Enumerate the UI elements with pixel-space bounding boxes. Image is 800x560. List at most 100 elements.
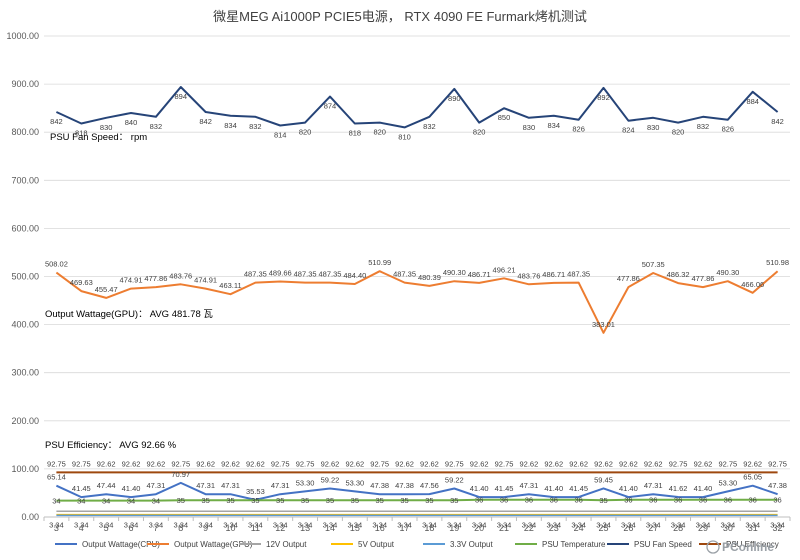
data-label-psu-temperature: 36	[574, 496, 582, 505]
data-label-psu-temperature: 36	[773, 496, 781, 505]
grid-lines	[44, 35, 790, 518]
data-label-output-wattage-cpu: 65.14	[47, 473, 66, 482]
data-label-output-wattage-gpu: 508.02	[45, 260, 68, 269]
data-label-output-wattage-cpu: 47.31	[196, 481, 215, 490]
data-label-output-wattage-gpu: 455.47	[95, 285, 118, 294]
x-tick-label: 27	[648, 523, 658, 533]
data-label-psu-fan-speed: 814	[274, 130, 287, 139]
x-tick-label: 5	[104, 523, 109, 533]
y-tick-label: 800.00	[11, 127, 39, 137]
data-label-psu-efficiency: 92.75	[370, 459, 389, 468]
data-label-output-wattage-cpu: 59.22	[321, 476, 340, 485]
data-label-output-wattage-gpu: 487.35	[318, 270, 341, 279]
data-label-psu-temperature: 34	[52, 497, 60, 506]
data-label-3-3v-output: 3.34	[99, 520, 114, 529]
data-label-output-wattage-gpu: 490.30	[716, 268, 739, 277]
data-label-psu-temperature: 34	[127, 497, 135, 506]
x-tick-label: 26	[623, 523, 633, 533]
data-label-psu-efficiency: 92.62	[395, 459, 414, 468]
wattage-annotation: Output Wattage(GPU)： AVG 481.78 瓦	[45, 309, 213, 320]
data-label-output-wattage-cpu: 47.31	[221, 481, 240, 490]
data-label-output-wattage-cpu: 41.40	[544, 484, 563, 493]
data-label-psu-temperature: 35	[276, 496, 284, 505]
x-tick-label: 10	[225, 523, 235, 533]
data-label-3-3v-output: 3.34	[323, 520, 338, 529]
data-label-3-3v-output: 3.34	[621, 520, 636, 529]
data-label-psu-efficiency: 92.62	[221, 459, 240, 468]
data-label-output-wattage-gpu: 466.06	[741, 280, 764, 289]
x-tick-label: 11	[251, 523, 260, 533]
data-label-3-3v-output: 3.34	[422, 520, 437, 529]
data-label-psu-temperature: 36	[475, 496, 483, 505]
data-label-output-wattage-cpu: 59.45	[594, 475, 613, 484]
data-label-psu-efficiency: 92.62	[420, 459, 439, 468]
data-label-output-wattage-cpu: 41.40	[470, 484, 489, 493]
data-label-psu-fan-speed: 820	[473, 128, 486, 137]
data-label-3-3v-output: 3.34	[646, 520, 661, 529]
data-label-output-wattage-gpu: 486.32	[667, 270, 690, 279]
data-label-3-3v-output: 3.34	[372, 520, 387, 529]
data-label-psu-fan-speed: 894	[175, 92, 188, 101]
data-label-output-wattage-gpu: 487.35	[393, 270, 416, 279]
data-label-psu-temperature: 36	[749, 496, 757, 505]
data-labels: 65.14 41.45 47.44 41.40 47.31 70.97 47.31 47.31…	[45, 92, 789, 529]
data-label-psu-fan-speed: 830	[647, 123, 660, 132]
data-label-output-wattage-cpu: 47.44	[97, 481, 116, 490]
data-label-psu-fan-speed: 818	[349, 129, 362, 138]
data-label-3-3v-output: 3.34	[149, 520, 164, 529]
x-tick-label: 31	[748, 523, 758, 533]
data-label-psu-temperature: 35	[400, 496, 408, 505]
data-label-psu-temperature: 34	[102, 497, 110, 506]
data-label-output-wattage-cpu: 47.31	[520, 481, 539, 490]
data-label-output-wattage-gpu: 477.86	[144, 274, 167, 283]
data-label-output-wattage-cpu: 47.31	[271, 481, 290, 490]
data-label-psu-efficiency: 92.62	[644, 459, 663, 468]
legend-entry: 3.3V Output	[450, 540, 493, 549]
data-label-psu-efficiency: 92.62	[345, 459, 364, 468]
legend-entry: 12V Output	[266, 540, 307, 549]
data-label-psu-temperature: 36	[674, 496, 682, 505]
data-label-psu-fan-speed: 842	[199, 117, 212, 126]
data-label-psu-efficiency: 92.75	[669, 459, 688, 468]
series-line-output-wattage-cpu	[55, 481, 778, 501]
data-label-output-wattage-cpu: 41.45	[569, 484, 588, 493]
data-label-output-wattage-gpu: 474.91	[194, 276, 217, 285]
y-tick-label: 300.00	[11, 368, 39, 378]
data-label-output-wattage-gpu: 487.35	[294, 270, 317, 279]
axes: 0.00 100.00 200.00 300.00 400.00 500.00 600.00…	[6, 31, 791, 533]
series-line-output-wattage-gpu	[55, 270, 779, 334]
data-label-psu-fan-speed: 820	[672, 128, 685, 137]
data-label-psu-temperature: 36	[550, 496, 558, 505]
x-tick-label: 29	[698, 523, 708, 533]
data-label-psu-temperature: 36	[724, 496, 732, 505]
data-label-3-3v-output: 3.34	[124, 520, 139, 529]
data-label-psu-temperature: 35	[301, 496, 309, 505]
data-label-psu-efficiency: 92.75	[296, 459, 315, 468]
data-label-psu-fan-speed: 818	[75, 129, 88, 138]
data-label-psu-fan-speed: 830	[523, 123, 536, 132]
data-label-output-wattage-cpu: 47.56	[420, 481, 439, 490]
data-label-psu-temperature: 35	[226, 496, 234, 505]
data-label-psu-efficiency: 92.62	[694, 459, 713, 468]
data-label-output-wattage-gpu: 510.98	[766, 258, 789, 267]
data-label-psu-fan-speed: 850	[498, 113, 511, 122]
data-label-output-wattage-gpu: 463.11	[219, 281, 241, 290]
data-label-psu-fan-speed: 834	[548, 121, 561, 130]
data-label-psu-temperature: 35	[450, 496, 458, 505]
data-label-3-3v-output: 3.34	[596, 520, 611, 529]
x-tick-label: 14	[325, 523, 335, 533]
data-label-output-wattage-gpu: 484.40	[343, 271, 366, 280]
data-label-output-wattage-gpu: 496.21	[493, 265, 516, 274]
data-label-psu-temperature: 36	[699, 496, 707, 505]
data-label-3-3v-output: 3.34	[198, 520, 213, 529]
efficiency-annotation: PSU Efficiency： AVG 92.66 %	[45, 440, 177, 451]
data-label-psu-fan-speed: 810	[398, 132, 411, 141]
data-label-psu-fan-speed: 820	[299, 128, 312, 137]
data-label-output-wattage-cpu: 47.38	[370, 481, 389, 490]
data-label-psu-temperature: 35	[376, 496, 384, 505]
data-label-psu-efficiency: 92.62	[520, 459, 539, 468]
data-label-output-wattage-cpu: 59.22	[445, 476, 464, 485]
data-label-psu-fan-speed: 874	[324, 102, 337, 111]
data-label-3-3v-output: 3.34	[273, 520, 288, 529]
data-label-output-wattage-cpu: 41.45	[72, 484, 91, 493]
